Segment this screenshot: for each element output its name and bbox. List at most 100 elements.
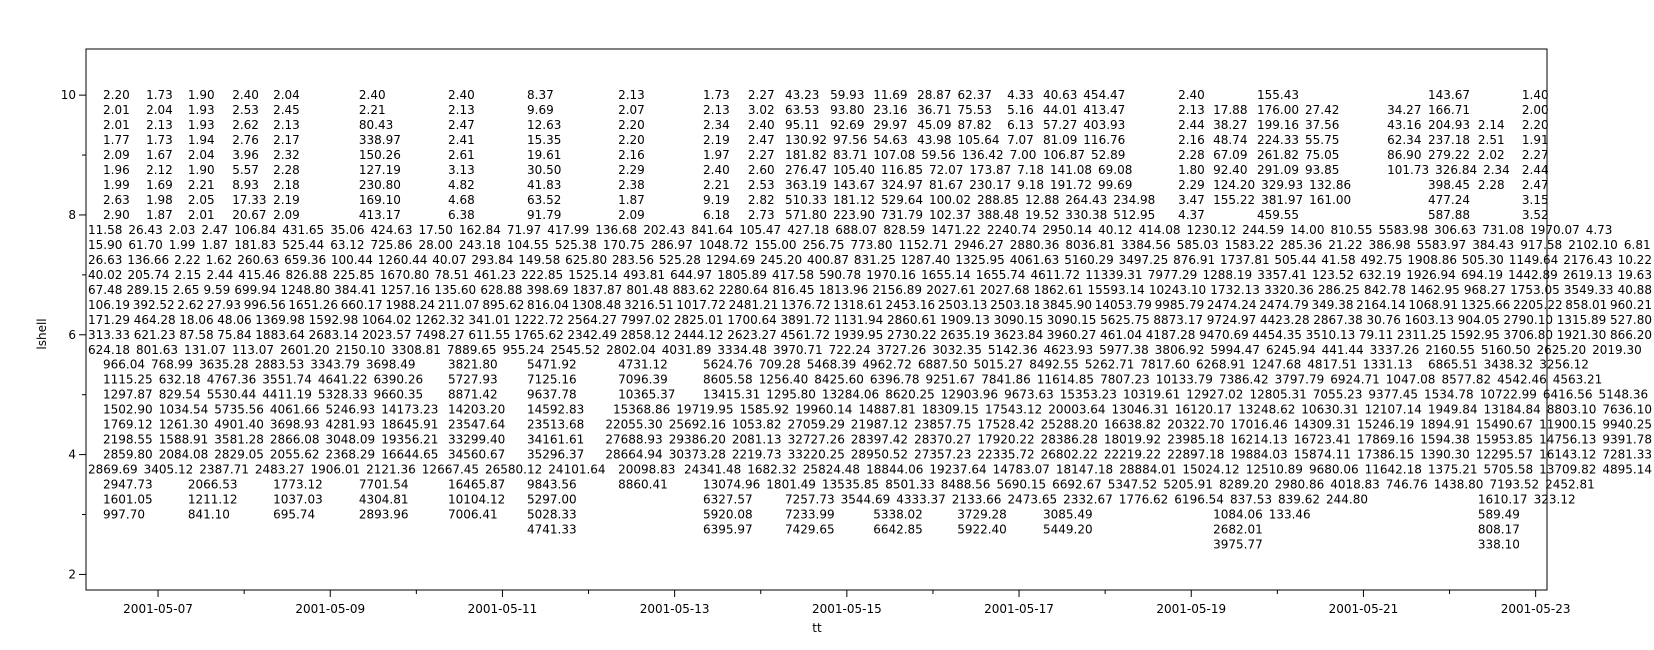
data-label: 1906.01 <box>311 463 361 477</box>
data-label: 27357.23 <box>914 448 971 462</box>
data-label: 3048.09 <box>326 433 376 447</box>
data-label: 131.07 <box>184 343 226 357</box>
data-label: 1248.80 <box>281 283 331 297</box>
data-label: 1.73 <box>146 133 173 147</box>
data-label: 92.40 <box>1213 163 1247 177</box>
data-label: 8803.10 <box>1547 403 1597 417</box>
data-label: 459.55 <box>1257 208 1299 222</box>
data-label: 5690.15 <box>997 478 1047 492</box>
data-label: 15024.12 <box>1182 463 1239 477</box>
data-label: 22055.30 <box>605 418 662 432</box>
data-label: 237.18 <box>1428 133 1470 147</box>
data-label: 1.96 <box>103 163 130 177</box>
data-label: 1462.95 <box>1410 283 1460 297</box>
data-label: 2.12 <box>146 163 173 177</box>
data-label: 1601.05 <box>103 493 153 507</box>
data-label: 15.90 <box>88 238 122 252</box>
data-label: 2.28 <box>1478 178 1505 192</box>
data-label: 166.71 <box>1428 103 1470 117</box>
data-label: 113.07 <box>232 343 274 357</box>
data-label: 398.69 <box>527 283 569 297</box>
data-label: 205.74 <box>128 268 170 282</box>
data-label: 2635.19 <box>940 328 990 342</box>
data-label: 589.49 <box>1478 508 1520 522</box>
data-label: 7997.02 <box>621 313 671 327</box>
data-label: 3497.25 <box>1119 253 1169 267</box>
data-label: 27.42 <box>1305 103 1339 117</box>
data-label: 9637.78 <box>527 388 577 402</box>
data-label: 2.45 <box>273 103 300 117</box>
data-label: 4411.19 <box>262 388 312 402</box>
data-label: 170.75 <box>603 238 645 252</box>
data-label: 3405.12 <box>144 463 194 477</box>
data-label: 1256.40 <box>759 373 809 387</box>
data-label: 1776.62 <box>1119 493 1169 507</box>
data-label: 2.40 <box>703 163 730 177</box>
data-label: 1390.30 <box>1420 448 1470 462</box>
data-label: 61.70 <box>128 238 162 252</box>
data-label: 8492.55 <box>1029 358 1079 372</box>
data-label: 1594.38 <box>1420 433 1470 447</box>
data-label: 23857.75 <box>914 418 971 432</box>
data-label: 28370.27 <box>914 433 971 447</box>
data-label: 2.38 <box>618 178 645 192</box>
data-label: 1.62 <box>206 253 233 267</box>
data-label: 2.09 <box>103 148 130 162</box>
data-label: 816.04 <box>527 298 569 312</box>
data-label: 10.22 <box>1618 253 1652 267</box>
data-label: 2473.65 <box>1008 493 1058 507</box>
data-label: 2.20 <box>1522 118 1549 132</box>
data-label: 1037.03 <box>273 493 323 507</box>
data-label: 326.84 <box>1435 163 1477 177</box>
data-label: 57.27 <box>1043 118 1077 132</box>
data-label: 2545.52 <box>551 343 601 357</box>
data-label: 2.40 <box>1178 88 1205 102</box>
data-label: 3357.41 <box>1257 268 1307 282</box>
data-label: 4281.93 <box>326 418 376 432</box>
data-label: 34.27 <box>1387 103 1421 117</box>
data-label: 33299.40 <box>448 433 505 447</box>
data-label: 2.60 <box>748 163 775 177</box>
data-label: 660.17 <box>341 298 383 312</box>
data-label: 876.91 <box>1173 253 1215 267</box>
data-label: 313.33 <box>88 328 130 342</box>
data-label: 1017.72 <box>676 298 726 312</box>
data-label: 2682.01 <box>1213 523 1263 537</box>
data-label: 30373.28 <box>669 448 726 462</box>
data-label: 417.99 <box>547 223 589 237</box>
data-label: 2869.69 <box>88 463 138 477</box>
data-label: 477.24 <box>1428 193 1470 207</box>
data-label: 15368.86 <box>613 403 670 417</box>
data-label: 8488.56 <box>941 478 991 492</box>
data-label: 18844.06 <box>866 463 923 477</box>
data-label: 161.00 <box>1309 193 1351 207</box>
data-label: 20098.83 <box>618 463 675 477</box>
data-label: 8501.33 <box>885 478 935 492</box>
data-label: 6245.94 <box>1266 343 1316 357</box>
data-label: 181.82 <box>785 148 827 162</box>
data-label: 1.67 <box>146 148 173 162</box>
data-label: 30.50 <box>527 163 561 177</box>
data-label: 4018.83 <box>1330 478 1380 492</box>
data-label: 7006.41 <box>448 508 498 522</box>
y-tick-label: 8 <box>68 208 76 222</box>
data-label: 1753.05 <box>1510 283 1560 297</box>
data-label: 87.82 <box>958 118 992 132</box>
data-label: 2164.14 <box>1356 298 1406 312</box>
data-label: 2829.05 <box>214 448 264 462</box>
data-label: 13046.31 <box>1112 403 1169 417</box>
data-label: 9.18 <box>1017 178 1044 192</box>
data-label: 5977.38 <box>1099 343 1149 357</box>
data-label: 28664.94 <box>605 448 662 462</box>
data-label: 2160.55 <box>1425 343 1475 357</box>
data-label: 2387.71 <box>199 463 249 477</box>
data-label: 2368.29 <box>326 448 376 462</box>
data-label: 17543.12 <box>985 403 1042 417</box>
data-label: 2.15 <box>175 268 202 282</box>
x-tick-label: 2001-05-17 <box>984 602 1054 616</box>
data-label: 3623.84 <box>994 328 1044 342</box>
data-label: 590.78 <box>819 268 861 282</box>
data-label: 1.93 <box>188 118 215 132</box>
data-label: 2.47 <box>448 118 475 132</box>
